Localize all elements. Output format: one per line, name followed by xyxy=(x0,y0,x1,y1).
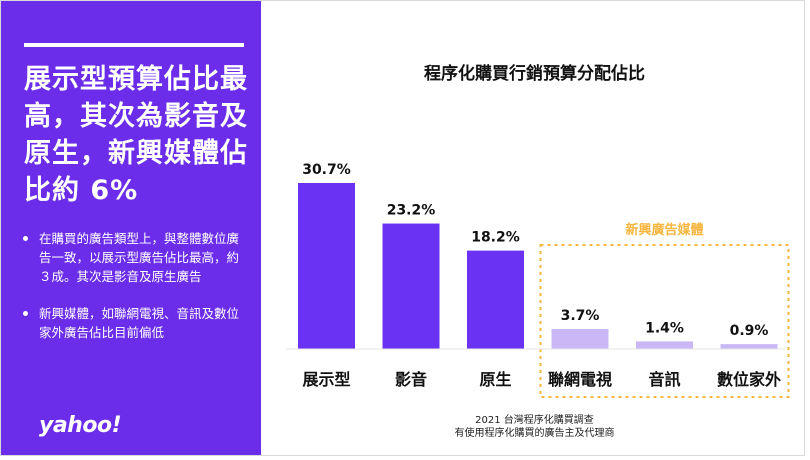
bullet-dot-icon xyxy=(23,236,28,241)
value-label: 18.2% xyxy=(471,230,520,246)
emerging-media-label: 新興廣告媒體 xyxy=(625,222,703,238)
emerging-media-box xyxy=(539,244,790,398)
bullet-dot-icon xyxy=(23,311,28,316)
source-line-2: 有使用程序化購買的廣告主及代理商 xyxy=(454,428,615,439)
category-label: 音訊 xyxy=(648,370,680,389)
source-line-1: 2021 台灣程序化購買調查 xyxy=(475,415,594,426)
chart-title: 程序化購買行銷預算分配佔比 xyxy=(424,64,645,84)
category-label: 原生 xyxy=(479,370,511,389)
value-label: 30.7% xyxy=(302,162,351,178)
bar-5 xyxy=(720,344,778,349)
panel-divider xyxy=(24,43,244,47)
panel-headline: 展示型預算佔比最高，其次為影音及原生，新興媒體佔比約 6% xyxy=(24,64,248,206)
bar-4 xyxy=(636,341,693,349)
category-label: 影音 xyxy=(395,370,427,389)
value-label: 3.7% xyxy=(561,308,600,324)
bar-3 xyxy=(551,328,609,349)
value-label: 23.2% xyxy=(387,203,436,219)
bar-2 xyxy=(467,250,524,349)
bullet-text: 新興媒體，如聯網電視、音訊及數位家外廣告佔比目前偏低 xyxy=(39,306,240,340)
bullet-item: 在購買的廣告類型上，與整體數位廣告一致，以展示型廣告佔比最高，約３成。其次是影音… xyxy=(21,229,243,286)
bar-1 xyxy=(382,223,440,349)
yahoo-logo: yahoo! xyxy=(39,413,122,438)
bullet-list: 在購買的廣告類型上，與整體數位廣告一致，以展示型廣告佔比最高，約３成。其次是影音… xyxy=(21,229,243,360)
source-note: 2021 台灣程序化購買調查 有使用程序化購買的廣告主及代理商 xyxy=(263,414,804,440)
category-label: 聯網電視 xyxy=(548,370,612,389)
summary-panel: 展示型預算佔比最高，其次為影音及原生，新興媒體佔比約 6% 在購買的廣告類型上，… xyxy=(1,1,261,455)
bullet-text: 在購買的廣告類型上，與整體數位廣告一致，以展示型廣告佔比最高，約３成。其次是影音… xyxy=(39,231,240,284)
value-label: 1.4% xyxy=(645,320,684,336)
category-label: 數位家外 xyxy=(717,370,781,389)
bullet-item: 新興媒體，如聯網電視、音訊及數位家外廣告佔比目前偏低 xyxy=(21,304,243,342)
category-label: 展示型 xyxy=(302,370,350,389)
value-label: 0.9% xyxy=(730,323,769,339)
bar-0 xyxy=(298,183,355,349)
